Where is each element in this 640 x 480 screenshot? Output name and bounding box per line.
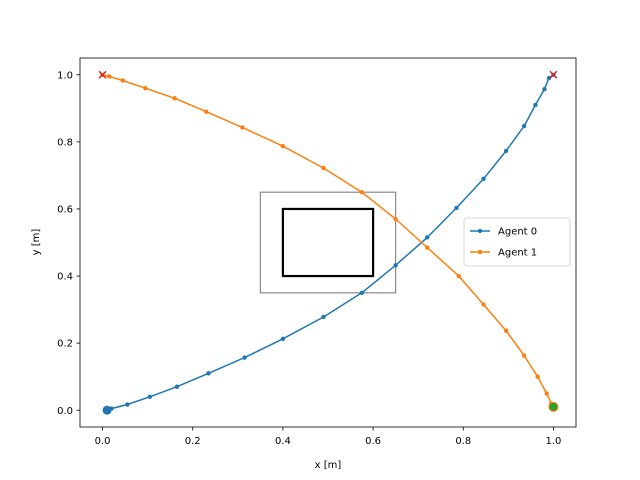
y-tick-label: 1.0: [57, 70, 73, 81]
data-point-agent-1: [120, 78, 126, 83]
data-point-agent-1: [521, 353, 527, 358]
data-point-agent-1: [456, 273, 461, 279]
data-point-agent-0: [454, 205, 459, 211]
cross-marker-top-right-b: [549, 70, 558, 79]
data-point-agent-1: [321, 165, 326, 171]
data-point-agent-0: [481, 176, 486, 181]
y-tick-label: 0.4: [57, 272, 73, 283]
obstacle-margin-rect: [259, 191, 397, 294]
data-point-agent-1: [535, 374, 540, 379]
data-point-agent-1: [172, 96, 177, 101]
data-point-agent-1: [425, 245, 430, 250]
x-tick-label: 0.4: [275, 436, 291, 447]
legend-label-agent-0: Agent 0: [498, 227, 537, 238]
data-point-agent-0: [242, 355, 247, 360]
cross-marker-top-left-b: [98, 70, 107, 79]
legend-box: [463, 217, 571, 267]
plot-area: [98, 70, 559, 415]
data-point-agent-1: [393, 216, 398, 222]
data-point-agent-0: [546, 75, 552, 81]
data-point-agent-0: [425, 235, 430, 240]
data-point-agent-0: [174, 384, 180, 389]
axes-frame: [79, 57, 577, 428]
data-point-agent-0: [280, 336, 286, 341]
data-point-agent-0: [521, 123, 527, 129]
data-point-agent-1: [280, 144, 286, 149]
x-axis-label: x [m]: [315, 460, 342, 471]
data-point-agent-0: [321, 314, 326, 320]
start-marker-agent-0: [102, 405, 112, 415]
x-tick-label: 1.0: [546, 436, 562, 447]
y-tick-label: 0.0: [57, 406, 73, 417]
data-point-agent-1: [481, 302, 486, 307]
x-tick-label: 0.2: [185, 436, 201, 447]
obstacle-inner-rect: [281, 207, 375, 278]
data-point-agent-0: [125, 402, 130, 407]
data-point-agent-1: [503, 328, 509, 333]
legend-marker-agent-1: [477, 249, 483, 255]
data-point-agent-0: [206, 371, 211, 376]
y-tick-label: 0.8: [57, 137, 73, 148]
series-line-agent-1: [101, 74, 555, 408]
data-point-agent-0: [147, 394, 153, 400]
data-point-agent-0: [359, 290, 365, 296]
y-tick-label: 0.2: [57, 339, 73, 350]
data-point-agent-0: [533, 102, 538, 108]
x-tick-label: 0.0: [95, 436, 111, 447]
data-point-agent-1: [143, 85, 148, 91]
data-point-agent-0: [393, 263, 398, 268]
legend: Agent 0 Agent 1: [463, 217, 571, 267]
data-point-agent-1: [204, 109, 209, 114]
x-tick-label: 0.8: [455, 436, 471, 447]
axes: x [m] y [m] 0.0 0.2 0.4 0.6 0.8 1.0 0.0 0.2 0.4 0…: [31, 57, 577, 471]
goal-marker-agent-1: [548, 401, 559, 412]
x-tick-label: 0.6: [365, 436, 381, 447]
legend-label-agent-1: Agent 1: [498, 248, 537, 259]
data-point-agent-1: [544, 391, 549, 396]
data-point-agent-0: [542, 86, 547, 92]
y-axis-label: y [m]: [31, 229, 42, 256]
data-point-agent-1: [359, 189, 365, 195]
data-point-agent-1: [107, 74, 112, 79]
data-point-agent-1: [240, 125, 245, 130]
y-tick-label: 0.6: [57, 205, 73, 216]
legend-marker-agent-0: [477, 228, 483, 234]
data-point-agent-0: [503, 148, 509, 154]
series-line-agent-0: [106, 74, 555, 411]
